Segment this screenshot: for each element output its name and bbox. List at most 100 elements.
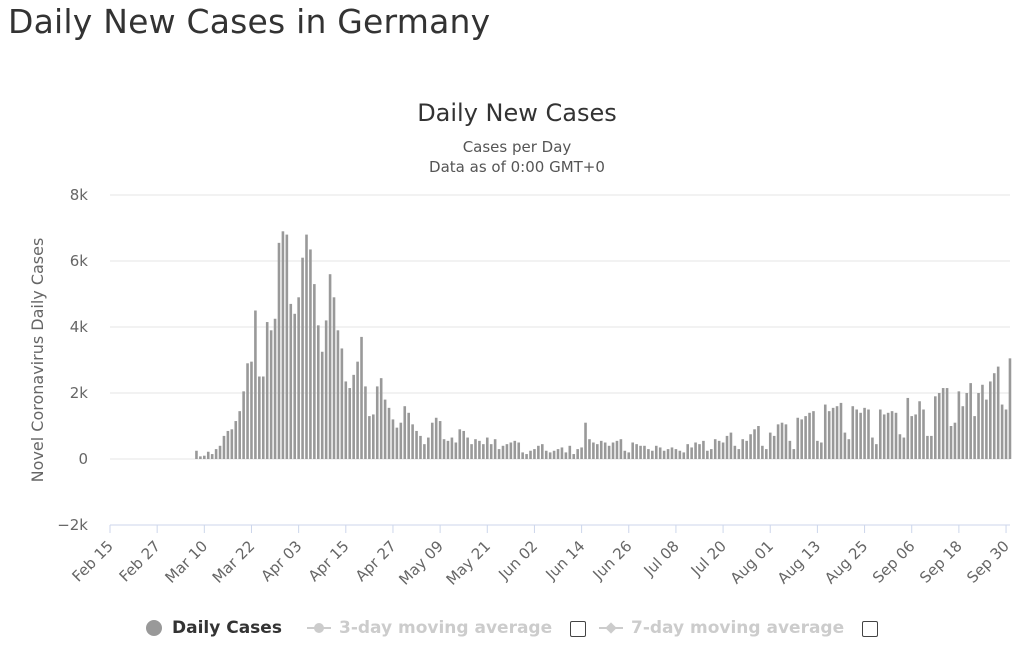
- bar[interactable]: [961, 406, 965, 459]
- bar[interactable]: [470, 444, 473, 459]
- bar[interactable]: [258, 376, 261, 460]
- bar[interactable]: [882, 414, 886, 459]
- bar[interactable]: [965, 393, 969, 459]
- bar[interactable]: [250, 361, 253, 459]
- bar[interactable]: [996, 366, 1000, 459]
- bar[interactable]: [847, 439, 851, 459]
- bar[interactable]: [206, 451, 210, 459]
- bar[interactable]: [619, 439, 623, 459]
- bar[interactable]: [360, 336, 363, 459]
- bar[interactable]: [831, 407, 835, 459]
- bar[interactable]: [261, 376, 265, 460]
- bar[interactable]: [729, 432, 733, 459]
- bar[interactable]: [820, 442, 823, 460]
- bar[interactable]: [391, 419, 395, 459]
- bar[interactable]: [835, 406, 839, 459]
- bar[interactable]: [647, 449, 650, 459]
- bar[interactable]: [757, 426, 760, 459]
- bar[interactable]: [316, 325, 320, 459]
- legend-item-7-day-average[interactable]: 7-day moving average: [599, 617, 844, 639]
- bar[interactable]: [670, 447, 674, 459]
- legend-item-3-day-average[interactable]: 3-day moving average: [307, 617, 552, 639]
- bar[interactable]: [957, 391, 961, 459]
- bar[interactable]: [741, 439, 745, 459]
- bar[interactable]: [372, 414, 375, 459]
- bar[interactable]: [945, 388, 949, 459]
- bar[interactable]: [863, 407, 866, 459]
- bar[interactable]: [254, 310, 257, 460]
- bar[interactable]: [324, 320, 328, 459]
- bar[interactable]: [222, 435, 226, 459]
- bar[interactable]: [203, 455, 206, 459]
- bar[interactable]: [804, 416, 807, 459]
- bar[interactable]: [564, 452, 568, 459]
- bar[interactable]: [992, 373, 996, 459]
- bar[interactable]: [415, 430, 418, 459]
- bar[interactable]: [823, 404, 827, 459]
- bar[interactable]: [725, 435, 729, 459]
- bar[interactable]: [890, 411, 894, 459]
- bar[interactable]: [721, 442, 725, 460]
- bar[interactable]: [407, 412, 410, 459]
- bar[interactable]: [395, 427, 399, 459]
- bar[interactable]: [812, 411, 815, 459]
- bar[interactable]: [556, 449, 560, 459]
- bar[interactable]: [827, 411, 831, 459]
- bar[interactable]: [643, 445, 646, 459]
- bar[interactable]: [497, 449, 501, 459]
- bar[interactable]: [702, 440, 705, 459]
- bar[interactable]: [273, 318, 277, 459]
- bar[interactable]: [709, 449, 713, 459]
- bar[interactable]: [537, 445, 540, 459]
- bar[interactable]: [623, 450, 627, 459]
- bar[interactable]: [533, 449, 536, 459]
- bar[interactable]: [269, 330, 273, 459]
- bar[interactable]: [631, 442, 634, 460]
- bar[interactable]: [737, 449, 741, 459]
- bar[interactable]: [234, 421, 238, 459]
- bar[interactable]: [446, 440, 450, 459]
- bar[interactable]: [332, 297, 336, 459]
- bar[interactable]: [745, 440, 748, 459]
- bar[interactable]: [1000, 404, 1004, 459]
- bar[interactable]: [403, 406, 407, 459]
- bar[interactable]: [242, 391, 245, 459]
- bar[interactable]: [753, 429, 756, 459]
- bar[interactable]: [230, 429, 234, 459]
- bar[interactable]: [430, 422, 434, 459]
- bar[interactable]: [686, 444, 690, 459]
- bar[interactable]: [548, 452, 552, 459]
- bar[interactable]: [482, 444, 485, 459]
- bar[interactable]: [843, 432, 847, 459]
- bar[interactable]: [462, 430, 465, 459]
- bar[interactable]: [949, 426, 953, 459]
- bar[interactable]: [505, 444, 509, 459]
- bar[interactable]: [399, 422, 403, 459]
- bar[interactable]: [434, 417, 438, 459]
- bar[interactable]: [560, 447, 564, 459]
- bar[interactable]: [588, 439, 591, 459]
- bar[interactable]: [364, 386, 367, 459]
- bar[interactable]: [214, 449, 218, 459]
- bar[interactable]: [603, 442, 607, 460]
- bar[interactable]: [698, 444, 701, 459]
- bar[interactable]: [387, 407, 391, 459]
- bar[interactable]: [930, 435, 933, 459]
- bar[interactable]: [501, 445, 505, 459]
- bar[interactable]: [340, 348, 344, 459]
- bar[interactable]: [344, 381, 348, 459]
- bar[interactable]: [552, 450, 556, 459]
- bar[interactable]: [509, 442, 513, 460]
- bar[interactable]: [894, 412, 898, 459]
- bar[interactable]: [886, 412, 890, 459]
- bar[interactable]: [297, 297, 300, 459]
- bar[interactable]: [218, 445, 222, 459]
- bar[interactable]: [356, 361, 359, 459]
- bar[interactable]: [246, 363, 249, 459]
- bar[interactable]: [513, 440, 517, 459]
- bar[interactable]: [352, 374, 355, 459]
- bar[interactable]: [576, 449, 579, 459]
- bar[interactable]: [281, 231, 285, 459]
- bar[interactable]: [607, 445, 611, 459]
- bar[interactable]: [541, 444, 544, 459]
